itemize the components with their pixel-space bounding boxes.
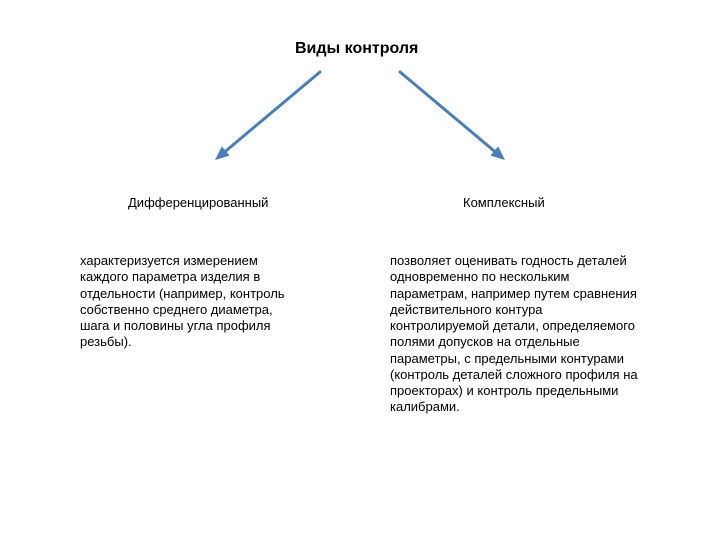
diagram-title: Виды контроля [295,40,418,58]
left-body: характеризуется изме­рением каждого пара… [80,253,290,351]
right-body: позволяет оценивать годность деталей одн… [390,253,645,416]
right-subtitle: Комплексный [463,195,563,210]
arrow-left [215,72,320,160]
slide-canvas: Виды контроля Дифференцированный характе… [0,0,720,540]
left-subtitle: Дифференцированный [128,195,298,210]
arrow-right [400,72,505,160]
